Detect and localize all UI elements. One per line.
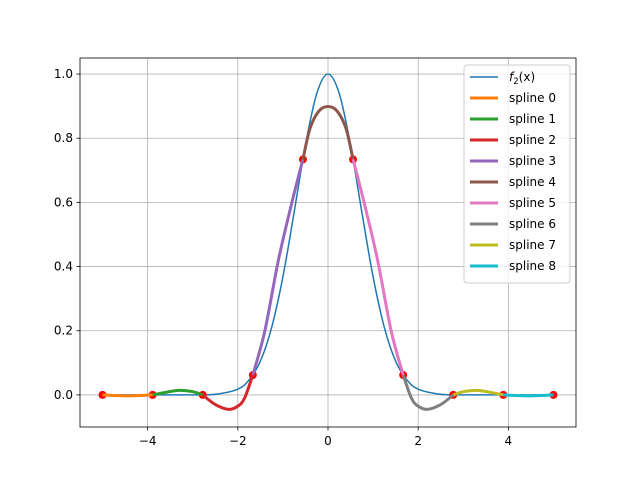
legend-label-function: f2(x): [509, 70, 535, 87]
legend-label-spline-5: spline 5: [509, 196, 556, 210]
spline-2-line: [201, 374, 255, 411]
legend-label-spline-0: spline 0: [509, 91, 556, 105]
spline-8-line: [503, 393, 554, 398]
legend-function-subscript: 2: [513, 77, 518, 87]
spline-3-line: [251, 159, 305, 376]
legend-function-argument: (x): [519, 70, 535, 84]
node-point: [549, 390, 558, 399]
x-tick-label: 0: [324, 434, 332, 448]
y-tick-label: 1.0: [54, 67, 73, 81]
x-tick-label: 4: [505, 434, 513, 448]
legend-label-spline-7: spline 7: [509, 238, 556, 252]
ticks: −4 −2 0 2 4 0.0 0.2 0.4 0.6 0.8 1.0: [54, 67, 512, 448]
spline-6-line: [401, 374, 455, 411]
y-tick-label: 0.0: [54, 388, 73, 402]
legend-label-spline-3: spline 3: [509, 154, 556, 168]
legend-label-spline-4: spline 4: [509, 175, 556, 189]
legend-label-spline-2: spline 2: [509, 133, 556, 147]
plot-data: [98, 73, 558, 411]
x-tick-label: −2: [229, 434, 247, 448]
spline-5-line: [351, 159, 405, 376]
y-tick-label: 0.4: [54, 260, 73, 274]
spline-4-line: [301, 104, 355, 160]
y-tick-label: 0.2: [54, 324, 73, 338]
node-point: [98, 390, 107, 399]
x-tick-label: −4: [139, 434, 157, 448]
legend-label-spline-1: spline 1: [509, 112, 556, 126]
legend-label-spline-6: spline 6: [509, 217, 556, 231]
spline-1-line: [152, 388, 204, 397]
spline-7-line: [452, 388, 504, 397]
spline-0-line: [102, 393, 153, 398]
legend-label-spline-8: spline 8: [509, 259, 556, 273]
x-tick-label: 2: [414, 434, 422, 448]
legend-function-name: f: [509, 70, 515, 84]
legend: f2(x) spline 0 spline 1 spline 2 spline 3 spl…: [463, 64, 571, 284]
function-line: [102, 73, 554, 396]
y-tick-label: 0.8: [54, 131, 73, 145]
y-tick-label: 0.6: [54, 195, 73, 209]
